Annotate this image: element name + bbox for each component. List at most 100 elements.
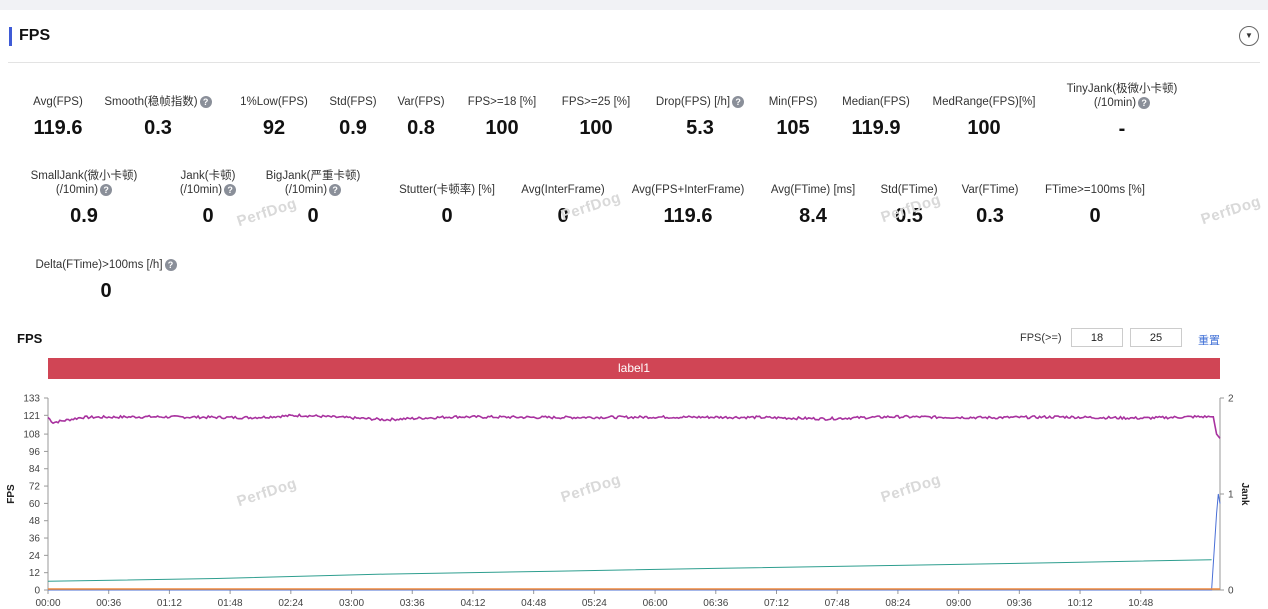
x-tick-label: 01:48	[218, 598, 243, 609]
metric-label-text: FPS>=25 [%]	[561, 96, 631, 108]
x-tick-label: 10:12	[1068, 598, 1093, 609]
x-tick-label: 10:48	[1128, 598, 1153, 609]
metric-value: 0.9	[339, 117, 367, 139]
metric-label-text: SmallJank(微小卡顿)	[30, 170, 138, 182]
watermark: PerfDog	[1198, 192, 1263, 229]
metric: Std(FPS) 0.9	[268, 95, 438, 140]
metric: FTime>=100ms [%] 0	[1010, 183, 1180, 228]
metric-label-text: Smooth(稳帧指数)	[104, 96, 198, 108]
metric-value: 119.6	[663, 205, 713, 227]
metric-unit-text: (/10min)	[55, 184, 99, 196]
metric-label: FTime>=100ms [%]	[1010, 183, 1180, 197]
metric-label-text: Jank(卡顿)	[180, 170, 236, 182]
metric: Delta(FTime)>100ms [/h]? 0	[21, 258, 191, 303]
metric-label: Drop(FPS) [/h]?	[615, 95, 785, 109]
reset-button[interactable]: 重置	[1198, 335, 1220, 347]
metric-label-text: Var(FTime)	[961, 184, 1019, 196]
metric: Smooth(稳帧指数)? 0.3	[73, 95, 243, 140]
help-icon[interactable]: ?	[329, 183, 342, 196]
metric: FPS>=18 [%] 100	[417, 95, 587, 140]
metric: SmallJank(微小卡顿) (/10min)? 0.9	[0, 169, 169, 228]
metric-value: 92	[262, 117, 286, 139]
metric-value: 8.4	[799, 205, 827, 227]
metric-label-text: Min(FPS)	[768, 96, 818, 108]
y-tick-label: 72	[29, 482, 41, 493]
help-icon[interactable]: ?	[100, 183, 113, 196]
metric: Avg(FPS+InterFrame) 119.6	[603, 183, 773, 228]
label-bar[interactable]: label1	[48, 358, 1220, 379]
y-tick-label: 108	[23, 430, 40, 441]
metric: FPS>=25 [%] 100	[511, 95, 681, 140]
series-line-0	[47, 413, 1221, 439]
threshold-input-2[interactable]	[1130, 328, 1182, 347]
metric-value: 119.6	[33, 117, 83, 139]
triangle-down-icon[interactable]: ▼	[1239, 26, 1259, 46]
metric: 1%Low(FPS) 92	[189, 95, 359, 140]
y-axis-label: FPS	[6, 484, 17, 504]
x-tick-label: 06:00	[643, 598, 668, 609]
fps-filter-label: FPS(>=)	[1020, 332, 1062, 344]
top-strip	[0, 0, 1268, 10]
metric-label: Avg(FPS)	[0, 95, 143, 109]
metric-label-text: Std(FPS)	[329, 96, 377, 108]
help-icon[interactable]: ?	[164, 258, 177, 271]
metric-label: 1%Low(FPS)	[189, 95, 359, 109]
y-tick-label: 12	[29, 568, 41, 579]
header-accent-bar	[9, 27, 12, 46]
threshold-input-1[interactable]	[1071, 328, 1123, 347]
metric: Std(FTime) 0.5	[824, 183, 994, 228]
metric-label: Var(FPS)	[336, 95, 506, 109]
metric-label: Var(FTime)	[905, 183, 1075, 197]
chart-title: FPS	[17, 331, 43, 346]
metric-label-text: Avg(FPS+InterFrame)	[631, 184, 745, 196]
metric: Avg(FTime) [ms] 8.4	[728, 183, 898, 228]
header-divider	[8, 62, 1260, 63]
metric: Var(FPS) 0.8	[336, 95, 506, 140]
metric-label-text: Stutter(卡顿率) [%]	[399, 184, 495, 196]
metric-label-text: Avg(InterFrame)	[521, 184, 605, 196]
metric-label: Median(FPS)	[791, 95, 961, 109]
x-tick-label: 04:12	[460, 598, 485, 609]
help-icon[interactable]: ?	[224, 183, 237, 196]
y-tick-label: 48	[29, 516, 41, 527]
y-tick-label: 96	[29, 447, 41, 458]
x-tick-label: 01:12	[157, 598, 182, 609]
metric-label: MedRange(FPS)[%]	[899, 95, 1069, 109]
metric-value: 0	[100, 280, 112, 302]
metric: BigJank(严重卡顿) (/10min)? 0	[228, 169, 398, 228]
metric: Avg(InterFrame) 0	[478, 183, 648, 228]
metric-label: Avg(FTime) [ms]	[728, 183, 898, 197]
metric-value: 0.8	[407, 117, 435, 139]
help-icon[interactable]: ?	[1138, 96, 1151, 109]
metric: Var(FTime) 0.3	[905, 183, 1075, 228]
metric-label: Std(FTime)	[824, 183, 994, 197]
y2-tick-label: 0	[1228, 586, 1234, 597]
metric-value: 100	[485, 117, 519, 139]
metric: MedRange(FPS)[%] 100	[899, 95, 1069, 140]
metric-label-unit: (/10min)?	[123, 183, 293, 197]
y2-tick-label: 1	[1228, 490, 1234, 501]
metric-label-text: FPS>=18 [%]	[467, 96, 537, 108]
help-icon[interactable]: ?	[732, 95, 745, 108]
metric-label: BigJank(严重卡顿)	[228, 169, 398, 183]
help-icon[interactable]: ?	[199, 95, 212, 108]
y-tick-label: 24	[29, 551, 41, 562]
metric: Drop(FPS) [/h]? 5.3	[615, 95, 785, 140]
y-tick-label: 36	[29, 534, 41, 545]
x-tick-label: 03:00	[339, 598, 364, 609]
metric-label: Stutter(卡顿率) [%]	[362, 183, 532, 197]
metric: Avg(FPS) 119.6	[0, 95, 143, 140]
metric-label-text: Delta(FTime)>100ms [/h]	[35, 259, 163, 271]
metric-label: Avg(FPS+InterFrame)	[603, 183, 773, 197]
metric-label-text: Median(FPS)	[842, 96, 910, 108]
metric-value: 105	[776, 117, 810, 139]
metric-unit-text: (/10min)	[179, 184, 223, 196]
x-tick-label: 08:24	[885, 598, 910, 609]
metric-value: 100	[579, 117, 613, 139]
x-tick-label: 03:36	[400, 598, 425, 609]
metric-label: FPS>=25 [%]	[511, 95, 681, 109]
metric-value: 0	[1089, 205, 1101, 227]
metric-label-text: FTime>=100ms [%]	[1045, 184, 1145, 196]
metric-value: 0	[202, 205, 214, 227]
